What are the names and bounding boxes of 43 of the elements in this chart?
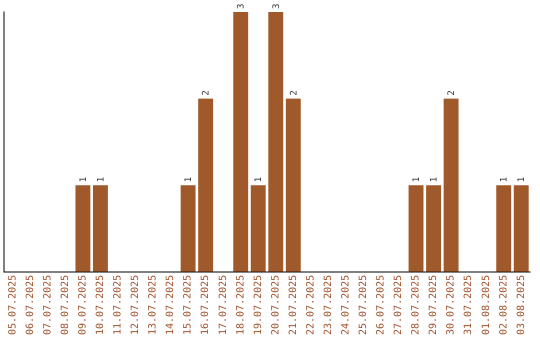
x-tick-label: 10.07.2025 [95,274,106,336]
x-tick-label: 17.07.2025 [218,274,229,336]
x-tick-label: 28.07.2025 [410,274,422,336]
x-tick-label: 16.07.2025 [200,274,212,336]
data-label: 1 [184,176,194,182]
data-label: 1 [517,176,528,182]
x-tick-label: 27.07.2025 [393,274,404,336]
x-tick-label: 22.07.2025 [305,274,316,336]
x-tick-label: 01.08.2025 [480,274,492,336]
data-label: 1 [412,176,422,182]
x-tick-label: 09.07.2025 [77,274,88,336]
data-label: 3 [236,4,247,9]
data-label: 1 [254,176,264,182]
x-tick-label: 26.07.2025 [376,274,387,336]
data-label: 1 [430,176,440,182]
x-tick-label: 15.07.2025 [182,274,194,336]
x-tick-label: 25.07.2025 [358,274,370,336]
x-tick-label: 24.07.2025 [340,274,352,336]
x-tick-label: 21.07.2025 [288,274,299,336]
x-tick-label: 14.07.2025 [165,274,176,336]
data-label: 3 [272,4,282,9]
data-label: 2 [289,90,300,96]
x-tick-label: 06.07.2025 [24,274,36,336]
x-tick-label: 03.08.2025 [516,274,527,336]
x-tick-label: 12.07.2025 [130,274,142,336]
data-label: 2 [202,90,212,96]
data-label: 2 [447,90,458,96]
x-tick-label: 05.07.2025 [7,274,18,336]
x-tick-label: 13.07.2025 [148,274,159,336]
x-tick-label: 11.07.2025 [112,274,124,336]
x-tick-label: 07.07.2025 [42,274,54,336]
x-tick-label: 31.07.2025 [463,274,474,336]
x-tick-label: 30.07.2025 [446,274,457,336]
x-tick-label: 08.07.2025 [60,274,71,336]
x-tick-label: 20.07.2025 [270,274,282,336]
data-label: 1 [78,176,89,182]
data-label: 1 [96,176,106,182]
x-tick-label: 02.08.2025 [498,274,510,336]
data-label: 1 [500,176,510,182]
x-tick-label: 23.07.2025 [322,274,334,336]
x-tick-label: 18.07.2025 [235,274,246,336]
x-tick-label: 29.07.2025 [428,274,440,336]
x-tick-label: 19.07.2025 [252,274,264,336]
